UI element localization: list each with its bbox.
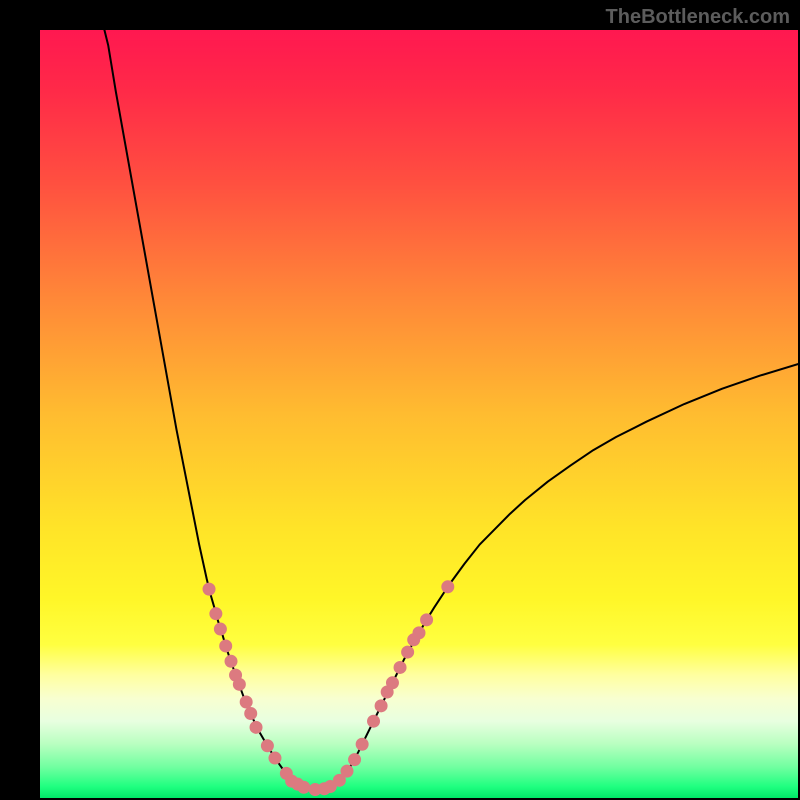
chart-svg [40, 30, 798, 798]
data-point [341, 765, 353, 777]
data-point [421, 614, 433, 626]
chart-background [40, 30, 798, 798]
data-point [203, 583, 215, 595]
data-point [298, 781, 310, 793]
data-point [368, 715, 380, 727]
data-point [210, 608, 222, 620]
data-point [442, 581, 454, 593]
data-point [375, 700, 387, 712]
data-point [233, 678, 245, 690]
data-point [250, 721, 262, 733]
data-point [245, 708, 257, 720]
data-point [386, 677, 398, 689]
data-point [220, 640, 232, 652]
data-point [214, 623, 226, 635]
data-point [356, 738, 368, 750]
data-point [269, 752, 281, 764]
plot-area [40, 30, 798, 798]
data-point [225, 655, 237, 667]
data-point [394, 661, 406, 673]
data-point [240, 696, 252, 708]
watermark-text: TheBottleneck.com [606, 6, 790, 29]
data-point [349, 754, 361, 766]
chart-container: TheBottleneck.com [0, 0, 800, 800]
data-point [261, 740, 273, 752]
data-point [413, 627, 425, 639]
data-point [402, 646, 414, 658]
